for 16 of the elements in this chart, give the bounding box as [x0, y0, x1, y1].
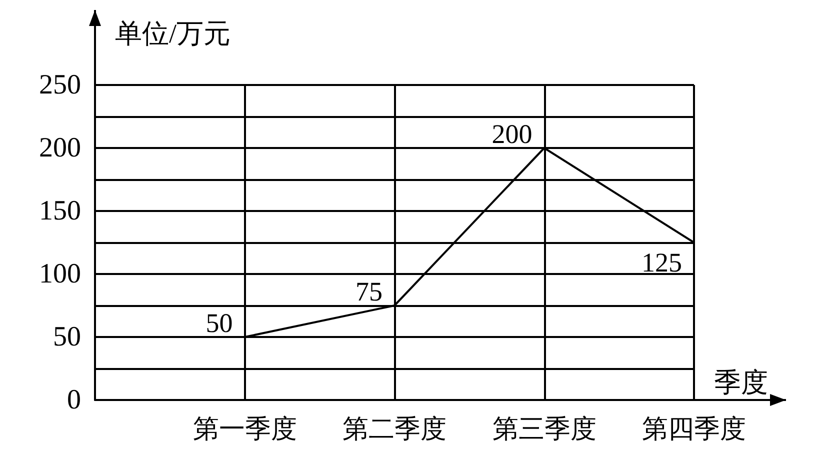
- y-tick-label: 250: [39, 70, 81, 100]
- data-label: 200: [492, 119, 532, 149]
- data-label: 125: [642, 248, 682, 278]
- x-tick-label: 第三季度: [492, 414, 596, 444]
- x-tick-label: 第二季度: [342, 414, 446, 444]
- y-tick-label: 0: [67, 384, 81, 416]
- x-axis-title: 季度: [714, 368, 768, 398]
- y-tick-label: 200: [39, 132, 81, 164]
- x-tick-label: 第一季度: [192, 414, 297, 444]
- y-tick-label: 100: [39, 258, 81, 290]
- y-tick-label: 50: [53, 322, 81, 352]
- x-tick-label: 第四季度: [642, 414, 746, 444]
- y-axis-title: 单位/万元: [115, 18, 231, 48]
- y-tick-label: 150: [39, 196, 81, 226]
- data-label: 50: [206, 308, 233, 338]
- data-label: 75: [356, 276, 382, 306]
